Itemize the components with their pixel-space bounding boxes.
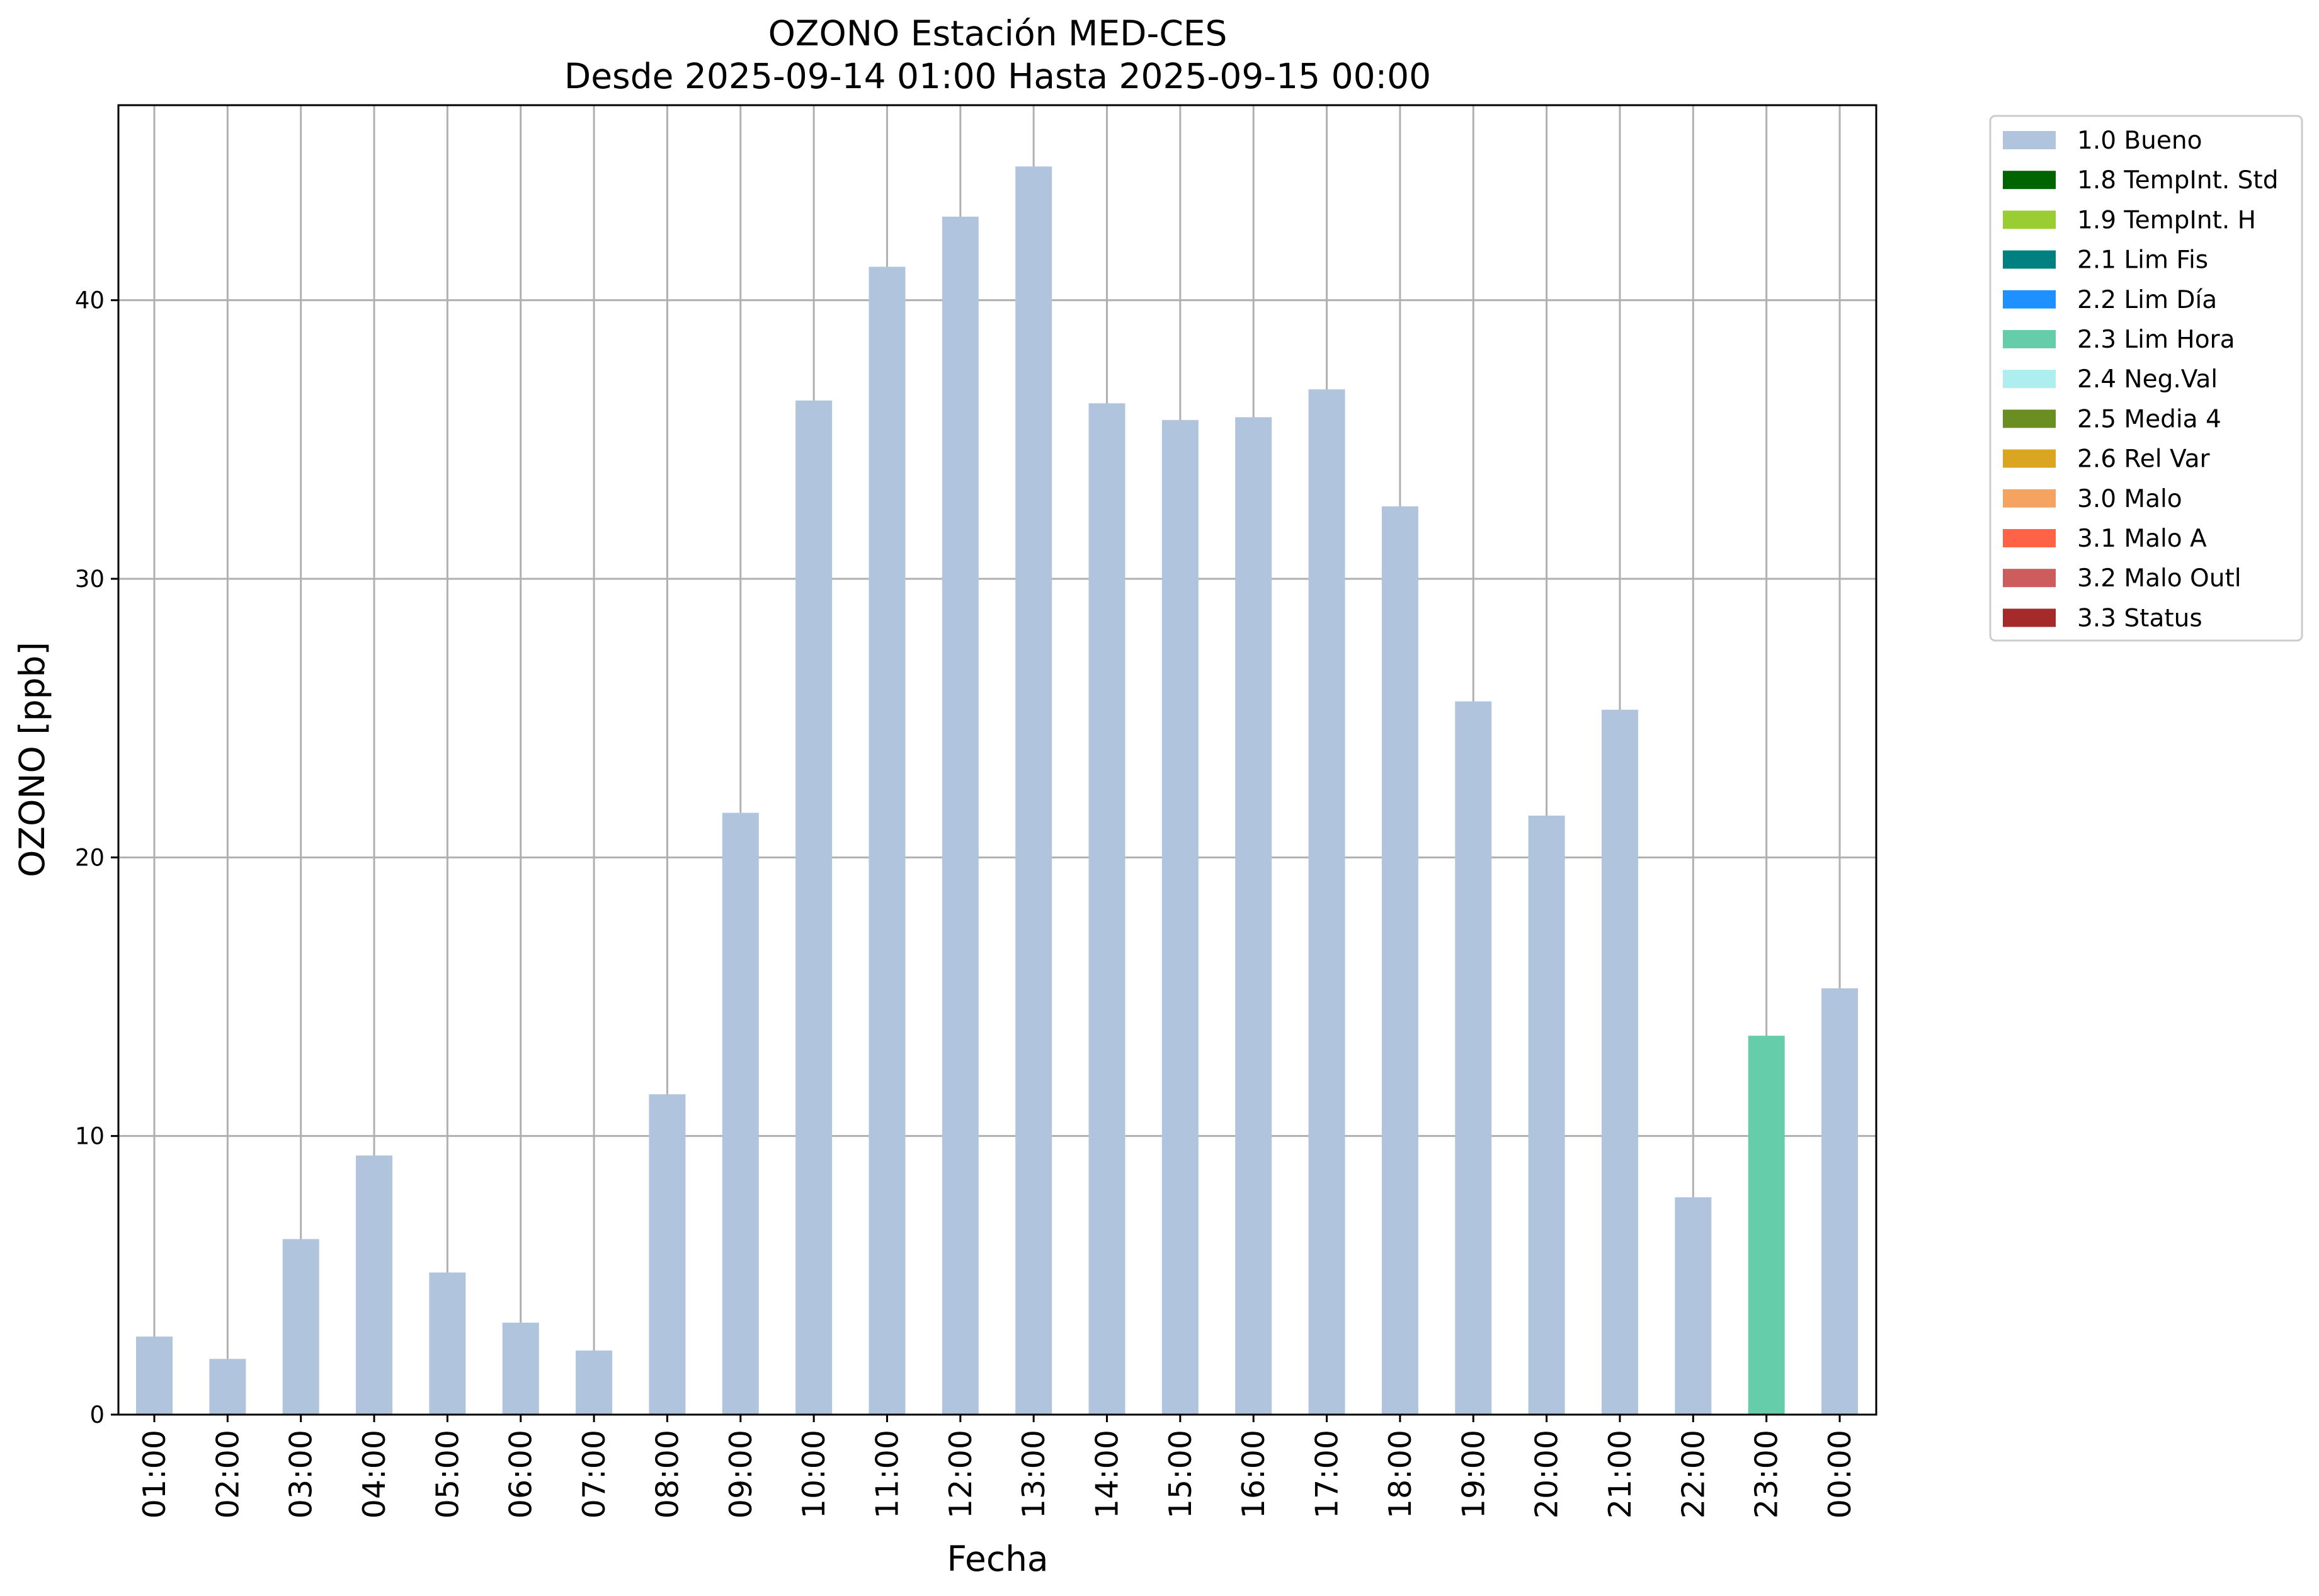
bar-0400 (356, 1155, 393, 1415)
x-axis-ticks: 01:00 02:00 03:00 04:00 05:00 06:00 07:00 08:00… (137, 1415, 1858, 1519)
x-tick-label: 14:00 (1090, 1430, 1125, 1519)
bar-0600 (502, 1323, 539, 1415)
legend-label: 1.9 TempInt. H (2077, 206, 2256, 234)
bar-1900 (1455, 701, 1492, 1415)
y-tick-label: 20 (75, 844, 105, 871)
legend-swatch (2003, 250, 2056, 269)
bar-0200 (209, 1359, 246, 1415)
x-tick-label: 20:00 (1529, 1430, 1565, 1519)
legend-swatch (2003, 370, 2056, 389)
legend-swatch (2003, 489, 2056, 508)
bar-0300 (282, 1239, 319, 1415)
legend-swatch (2003, 449, 2056, 468)
bar-0700 (576, 1350, 613, 1415)
legend-swatch (2003, 210, 2056, 229)
legend-label: 3.2 Malo Outl (2077, 564, 2242, 593)
legend-swatch (2003, 409, 2056, 428)
x-tick-label: 05:00 (430, 1430, 465, 1519)
legend-label: 1.0 Bueno (2077, 127, 2202, 155)
x-tick-label: 16:00 (1236, 1430, 1272, 1519)
legend-label: 3.0 Malo (2077, 485, 2182, 513)
bar-0500 (429, 1272, 466, 1415)
bar-2200 (1675, 1197, 1712, 1415)
bar-0800 (649, 1094, 686, 1415)
x-tick-label: 10:00 (796, 1430, 832, 1519)
bar-1700 (1308, 389, 1345, 1415)
bar-1800 (1381, 506, 1418, 1415)
bar-1600 (1235, 417, 1272, 1415)
bar-0000 (1821, 988, 1858, 1415)
legend: 1.0 Bueno 1.8 TempInt. Std 1.9 TempInt. H 2… (1989, 115, 2303, 642)
y-tick-label: 10 (75, 1123, 105, 1150)
x-tick-label: 23:00 (1749, 1430, 1785, 1519)
chart-title: OZONO Estación MED-CES (768, 13, 1228, 54)
bar-1500 (1161, 419, 1199, 1415)
legend-swatch (2003, 171, 2056, 190)
x-tick-label: 11:00 (869, 1430, 905, 1519)
y-tick-label: 30 (75, 566, 105, 593)
y-tick-label: 0 (89, 1401, 105, 1428)
x-tick-label: 02:00 (210, 1430, 246, 1519)
x-tick-label: 21:00 (1602, 1430, 1638, 1519)
bar-1400 (1088, 403, 1125, 1415)
legend-swatch (2003, 290, 2056, 309)
x-tick-label: 08:00 (649, 1430, 685, 1519)
y-axis-label: OZONO [ppb] (12, 642, 52, 877)
legend-label: 2.5 Media 4 (2077, 405, 2221, 433)
x-tick-label: 18:00 (1382, 1430, 1418, 1519)
legend-swatch (2003, 330, 2056, 348)
x-axis-label: Fecha (947, 1539, 1048, 1579)
x-tick-label: 15:00 (1163, 1430, 1199, 1519)
legend-frame (1989, 115, 2303, 642)
legend-label: 3.1 Malo A (2077, 525, 2207, 553)
legend-swatch (2003, 569, 2056, 588)
x-tick-label: 03:00 (283, 1430, 319, 1519)
bar-1200 (942, 216, 979, 1415)
x-tick-label: 17:00 (1309, 1430, 1345, 1519)
chart-subtitle: Desde 2025-09-14 01:00 Hasta 2025-09-15 … (564, 56, 1431, 96)
bars (136, 166, 1858, 1415)
legend-label: 1.8 TempInt. Std (2077, 166, 2278, 195)
x-tick-label: 09:00 (723, 1430, 759, 1519)
bar-1300 (1015, 166, 1052, 1415)
x-tick-label: 07:00 (576, 1430, 612, 1519)
bar-0100 (136, 1337, 173, 1415)
x-tick-label: 13:00 (1016, 1430, 1052, 1519)
legend-label: 3.3 Status (2077, 604, 2202, 632)
bar-0900 (722, 812, 759, 1415)
legend-label: 2.3 Lim Hora (2077, 326, 2235, 354)
x-tick-label: 04:00 (356, 1430, 392, 1519)
legend-label: 2.1 Lim Fis (2077, 246, 2208, 275)
legend-swatch (2003, 529, 2056, 547)
x-tick-label: 19:00 (1456, 1430, 1491, 1519)
y-tick-label: 40 (75, 287, 105, 314)
x-tick-label: 00:00 (1822, 1430, 1858, 1519)
legend-label: 2.2 Lim Día (2077, 286, 2217, 314)
legend-label: 2.6 Rel Var (2077, 445, 2211, 474)
legend-label: 2.4 Neg.Val (2077, 365, 2218, 394)
bar-2100 (1601, 709, 1638, 1415)
bar-1100 (869, 266, 906, 1415)
x-tick-label: 06:00 (503, 1430, 539, 1519)
x-tick-label: 12:00 (943, 1430, 979, 1519)
x-tick-label: 01:00 (137, 1430, 173, 1519)
legend-swatch (2003, 131, 2056, 149)
bar-1000 (795, 400, 833, 1415)
bar-2300 (1748, 1035, 1785, 1415)
legend-swatch (2003, 608, 2056, 627)
x-tick-label: 22:00 (1675, 1430, 1711, 1519)
y-axis-ticks: 0 10 20 30 40 (75, 287, 118, 1428)
plot-frame (117, 104, 1877, 1416)
bar-2000 (1528, 815, 1565, 1415)
